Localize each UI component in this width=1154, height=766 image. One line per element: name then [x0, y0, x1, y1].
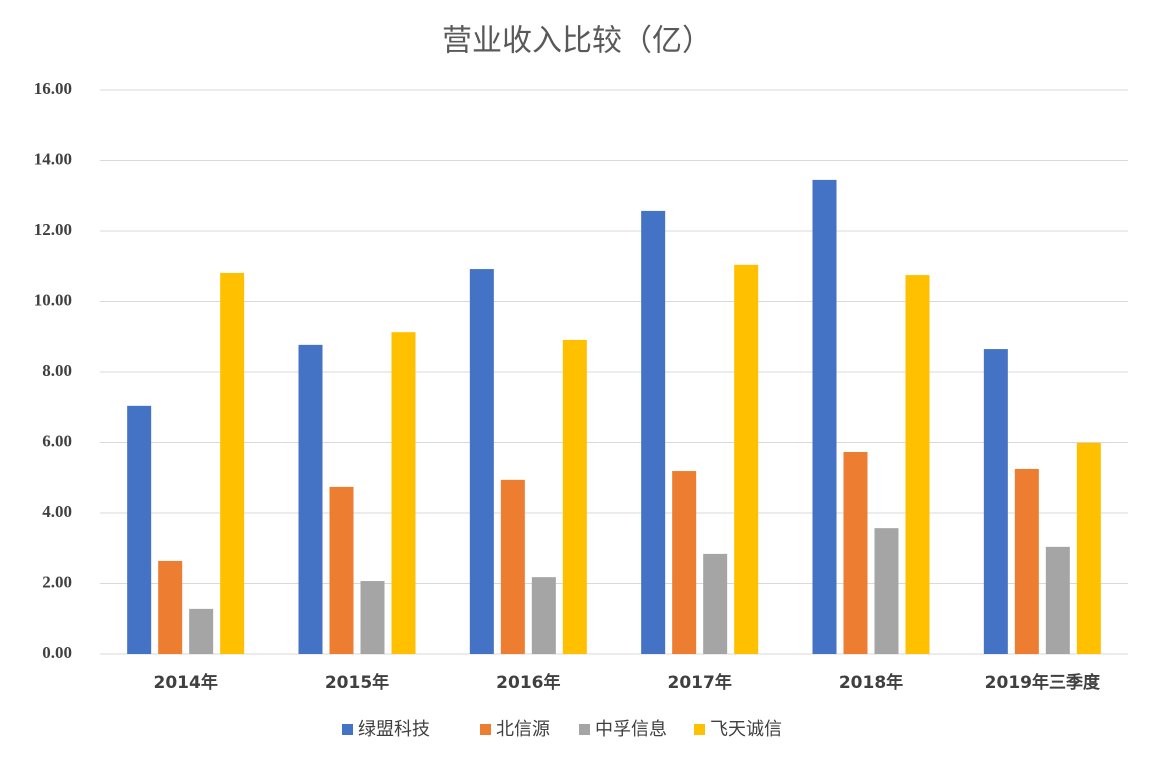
bar: [189, 608, 214, 654]
y-tick-label: 6.00: [42, 431, 72, 450]
x-tick-label: 2014年: [154, 672, 218, 693]
bar: [158, 560, 183, 654]
x-tick-label: 2016年: [496, 672, 560, 693]
legend-label: 绿盟科技: [358, 719, 430, 740]
bar: [298, 344, 323, 654]
bar: [983, 349, 1008, 654]
bar: [703, 553, 728, 654]
bar: [641, 210, 666, 654]
bar: [531, 577, 556, 654]
x-tick-label: 2019年三季度: [985, 672, 1101, 693]
bar: [1014, 468, 1039, 654]
legend-swatch: [694, 724, 705, 735]
y-tick-label: 4.00: [42, 502, 72, 521]
legend-label: 中孚信息: [595, 719, 667, 740]
bar: [360, 581, 385, 654]
legend-swatch: [480, 724, 491, 735]
y-tick-label: 0.00: [42, 643, 72, 662]
y-tick-label: 8.00: [42, 361, 72, 380]
y-tick-label: 16.00: [34, 79, 72, 98]
bar: [812, 179, 837, 654]
bar: [874, 528, 899, 654]
bar: [672, 471, 697, 654]
bar: [1076, 442, 1101, 654]
chart-title: 营业收入比较（亿）: [442, 24, 712, 59]
bar: [220, 272, 245, 654]
bar: [469, 269, 494, 654]
y-tick-label: 10.00: [34, 290, 72, 309]
bar: [329, 486, 354, 654]
bar: [127, 405, 152, 654]
y-tick-label: 14.00: [34, 149, 72, 168]
legend-swatch: [579, 724, 590, 735]
bar: [1045, 546, 1070, 654]
bar: [500, 479, 525, 654]
bar: [391, 332, 416, 654]
bar: [905, 275, 930, 654]
bar: [843, 452, 868, 654]
x-tick-label: 2017年: [668, 672, 732, 693]
legend-label: 北信源: [496, 719, 550, 740]
bar: [734, 264, 759, 654]
y-tick-label: 12.00: [34, 220, 72, 239]
y-tick-label: 2.00: [42, 572, 72, 591]
bar: [562, 339, 587, 654]
legend-label: 飞天诚信: [710, 719, 782, 740]
legend-swatch: [342, 724, 353, 735]
x-tick-label: 2018年: [839, 672, 903, 693]
x-tick-label: 2015年: [325, 672, 389, 693]
